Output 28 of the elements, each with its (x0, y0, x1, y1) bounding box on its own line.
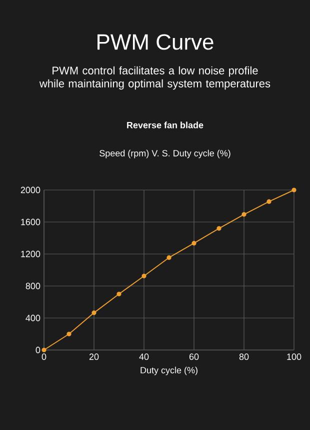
point (192, 240, 196, 246)
point (242, 212, 246, 217)
point (266, 199, 272, 204)
x-axis-title: Duty cycle (%) (140, 366, 198, 376)
point (142, 274, 146, 278)
point (42, 348, 46, 352)
point (92, 310, 96, 316)
x-tick-label: 20 (89, 354, 99, 360)
text: Reverse fan blade (127, 122, 204, 128)
chart-subtitle: PWM control facilitates a low noise profile while maintaining optimal system temperatures (39, 66, 270, 90)
y-tick-label: 400 (26, 314, 40, 322)
point (116, 292, 122, 296)
text: Speed (rpm) V. S. Duty cycle (%) (100, 150, 230, 158)
y-tick-label: 0 (36, 346, 40, 354)
x-tick-label: 40 (139, 354, 149, 360)
point (66, 332, 72, 336)
point (166, 255, 172, 260)
x-tick-label: 0 (42, 354, 46, 360)
x-tick-label: 60 (189, 354, 199, 360)
y-tick-label: 1600 (21, 218, 40, 226)
point (216, 226, 222, 231)
y-tick-label: 2000 (20, 186, 40, 194)
x-tick-label: 100 (287, 354, 302, 360)
y-tick-label: 800 (26, 282, 40, 290)
point (292, 188, 296, 192)
chart-title: PWM Curve (98, 34, 214, 50)
x-tick-label: 80 (239, 354, 249, 360)
y-tick-label: 1200 (21, 250, 40, 258)
